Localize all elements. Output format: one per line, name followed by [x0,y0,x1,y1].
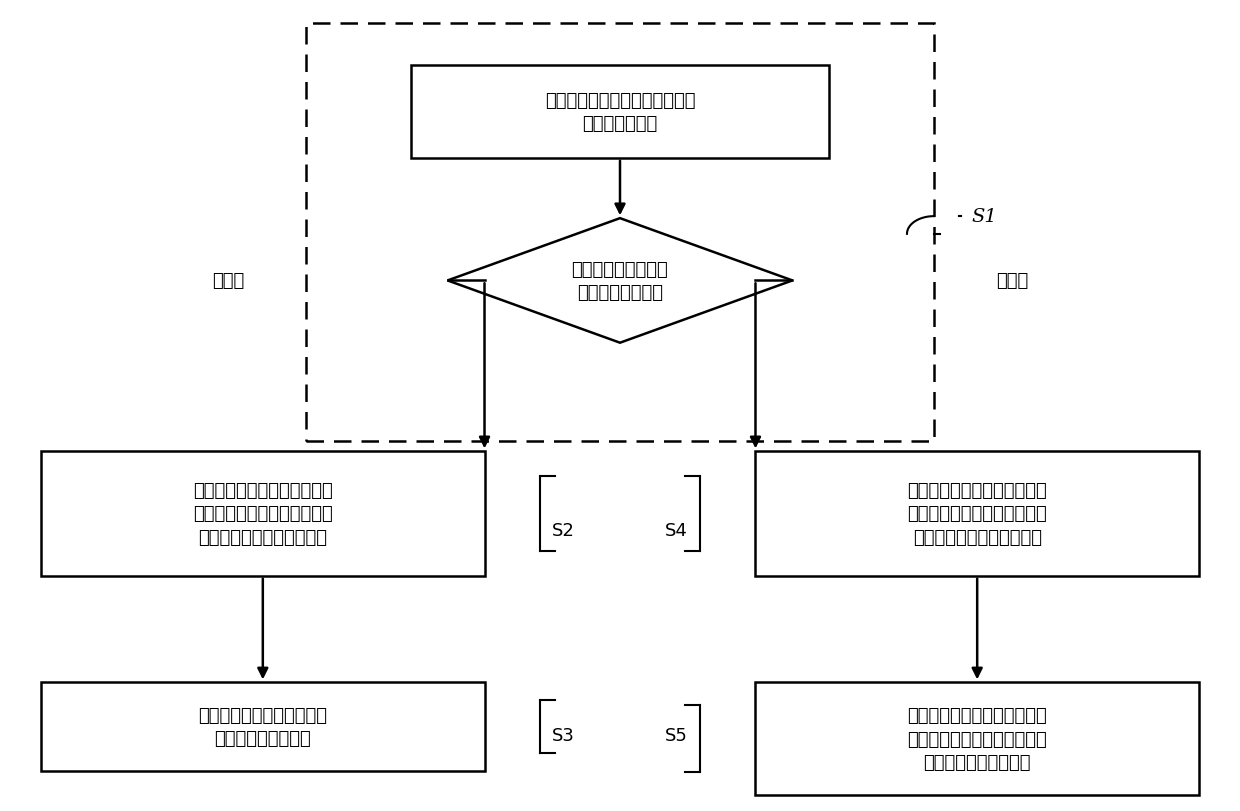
Text: S3: S3 [552,726,575,744]
Bar [410,67,830,159]
Text: S2: S2 [552,521,575,539]
Bar [755,452,1199,576]
Text: 控制模块控制发送模块接收
从设备的回复读信号: 控制模块控制发送模块接收 从设备的回复读信号 [198,706,327,748]
Text: 对读写信号中的读写
模式信号进行判断: 对读写信号中的读写 模式信号进行判断 [572,260,668,302]
Text: S5: S5 [665,726,688,744]
Text: 控制模块控制接收模块根据从
设备的寄存器地址从对应的从
设备的寄存器中读取读数据: 控制模块控制接收模块根据从 设备的寄存器地址从对应的从 设备的寄存器中读取读数据 [193,481,332,547]
Text: 写模式: 写模式 [996,272,1028,290]
Text: S1: S1 [971,208,997,225]
Bar [755,682,1199,795]
Text: 控制模块控制接收模块接收主机
发送的读写信号: 控制模块控制接收模块接收主机 发送的读写信号 [544,92,696,133]
Text: 读模式: 读模式 [212,272,244,290]
Bar [306,24,934,442]
Text: 控制模块控制接收模块根据从
设备的寄存器地址从对应的从
设备的寄存器中写入写数据: 控制模块控制接收模块根据从 设备的寄存器地址从对应的从 设备的寄存器中写入写数据 [908,481,1047,547]
Polygon shape [448,219,792,343]
Bar [41,452,485,576]
Text: 控制模块控制发送模块接收从
设备的回复写信号，以通知主
机成功写入所述写数据: 控制模块控制发送模块接收从 设备的回复写信号，以通知主 机成功写入所述写数据 [908,706,1047,771]
Bar [41,682,485,770]
Text: S4: S4 [665,521,688,539]
